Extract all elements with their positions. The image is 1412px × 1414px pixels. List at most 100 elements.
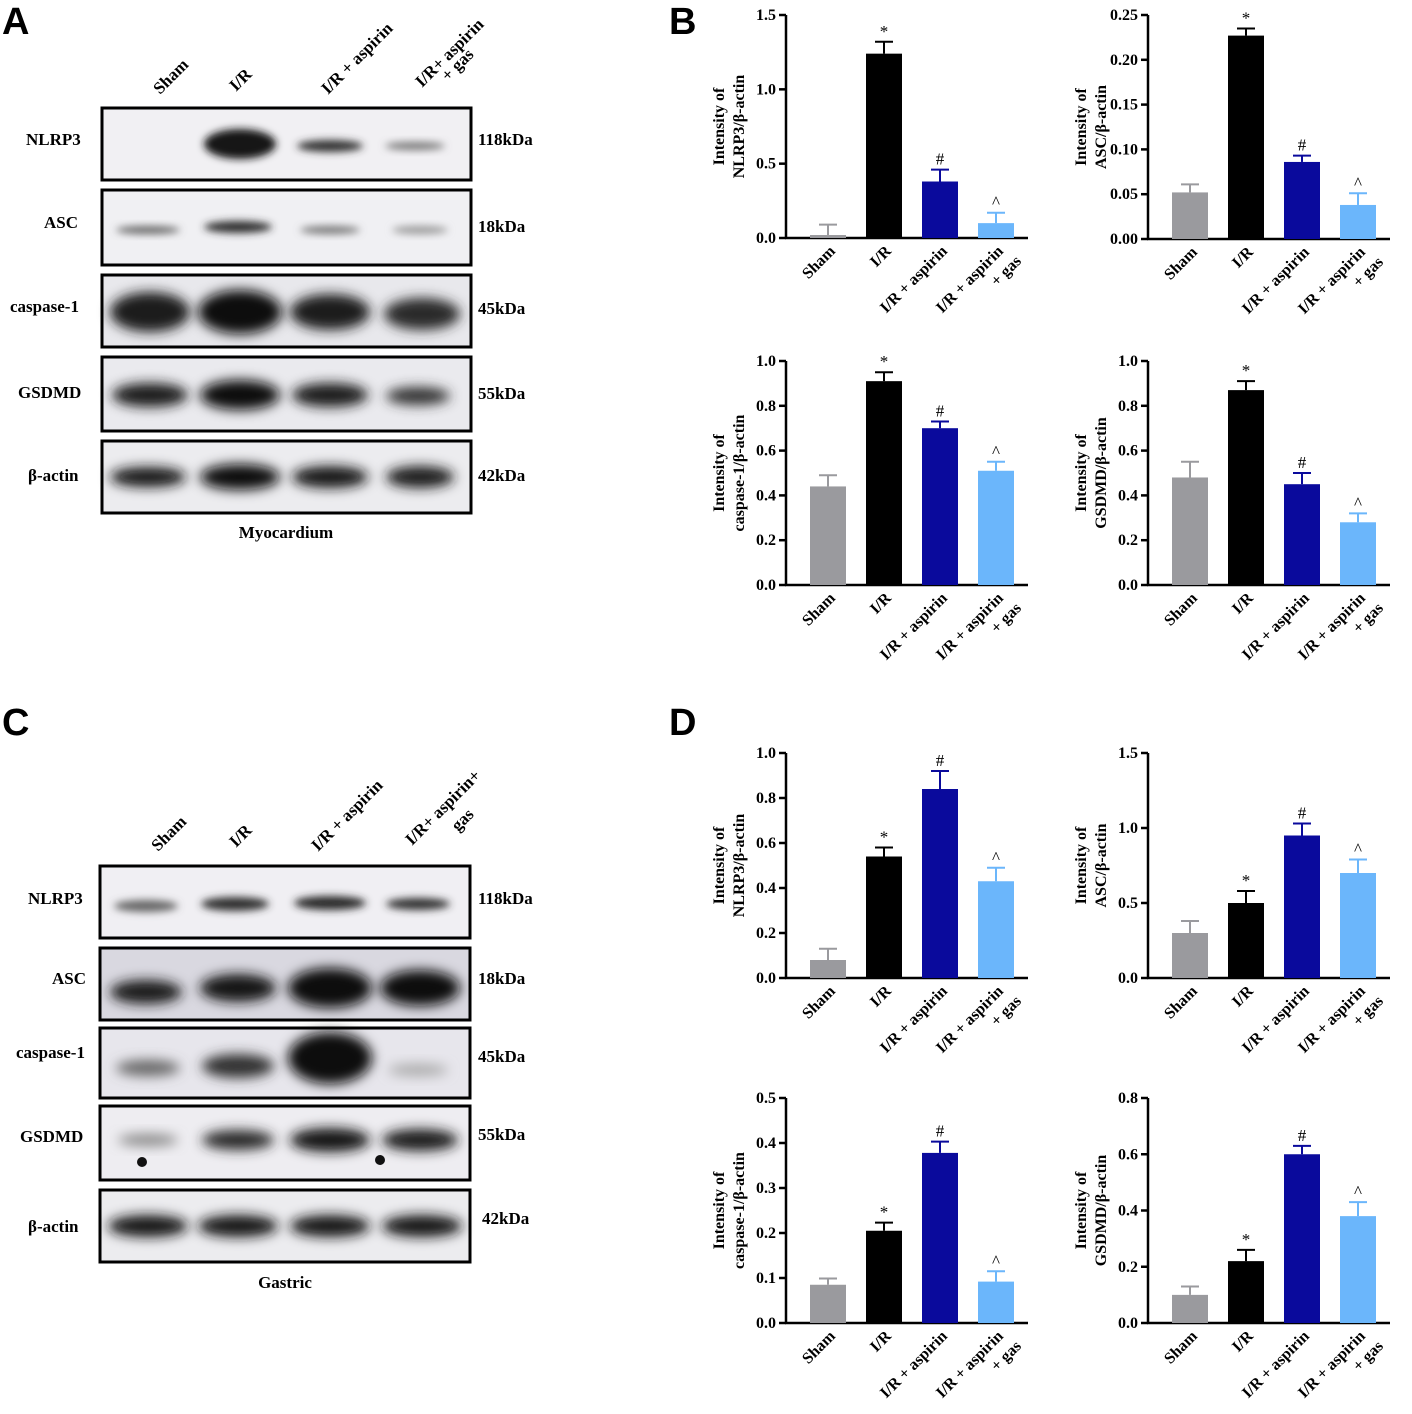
blot-kda-label: 18kDa bbox=[478, 969, 526, 988]
y-axis-label: GSDMD/β-actin bbox=[1093, 1155, 1110, 1267]
y-tick-label: 0.0 bbox=[756, 577, 776, 594]
lane-label-ir-aspirin-gas: I/R+ aspirin+ bbox=[401, 766, 484, 849]
blot-band bbox=[288, 1032, 372, 1084]
panel-letter-a: A bbox=[2, 1, 29, 43]
category-label: Sham bbox=[1161, 243, 1201, 283]
blot-row-label: β-actin bbox=[28, 1217, 79, 1236]
bar bbox=[1172, 192, 1208, 239]
y-axis-label: caspase-1/β-actin bbox=[731, 414, 748, 531]
y-tick-label: 0.4 bbox=[756, 1135, 776, 1152]
y-tick-label: 0.0 bbox=[1118, 970, 1138, 987]
y-axis-label: GSDMD/β-actin bbox=[1093, 417, 1110, 529]
blot-row-label: NLRP3 bbox=[28, 889, 83, 908]
significance-mark: # bbox=[1298, 453, 1307, 472]
y-tick-label: 0.0 bbox=[756, 1315, 776, 1332]
lane-label-ir: I/R bbox=[225, 64, 256, 95]
y-tick-label: 0.4 bbox=[756, 880, 776, 897]
bar bbox=[1340, 522, 1376, 585]
category-label: I/R bbox=[1229, 982, 1257, 1010]
bar bbox=[922, 428, 958, 585]
bar bbox=[1284, 484, 1320, 585]
y-tick-label: 0.6 bbox=[1118, 1146, 1138, 1163]
bar bbox=[978, 881, 1014, 978]
lane-label-ir-aspirin: I/R + aspirin bbox=[317, 18, 396, 97]
y-tick-label: 0.2 bbox=[756, 532, 776, 549]
significance-mark: ^ bbox=[992, 442, 1000, 461]
blot-row-label: GSDMD bbox=[18, 383, 81, 402]
blot-band bbox=[112, 383, 188, 407]
significance-mark: ^ bbox=[1354, 840, 1362, 859]
y-tick-label: 0.20 bbox=[1110, 52, 1138, 69]
significance-mark: ^ bbox=[992, 848, 1000, 867]
significance-mark: # bbox=[1298, 136, 1307, 155]
significance-mark: * bbox=[880, 828, 889, 847]
y-tick-label: 0.0 bbox=[756, 970, 776, 987]
significance-mark: * bbox=[1242, 361, 1251, 380]
category-label: I/R bbox=[1229, 243, 1257, 271]
y-tick-label: 0.0 bbox=[1118, 1315, 1138, 1332]
bar bbox=[1340, 1216, 1376, 1323]
bar bbox=[1172, 1294, 1208, 1323]
y-tick-label: 0.2 bbox=[1118, 1259, 1138, 1276]
y-axis-label: NLRP3/β-actin bbox=[731, 814, 748, 918]
y-tick-label: 0.05 bbox=[1110, 186, 1138, 203]
blot-row-label: caspase-1 bbox=[16, 1043, 85, 1062]
y-tick-label: 0.5 bbox=[756, 156, 776, 173]
significance-mark: # bbox=[936, 751, 945, 770]
blot-band bbox=[110, 467, 186, 487]
category-label: I/R bbox=[1229, 589, 1257, 617]
bar-chart-4: 0.0 0.2 0.4 0.6 0.8 1.0 Intensity of GSDMD/β-ac… bbox=[1073, 353, 1390, 664]
blot-band bbox=[386, 387, 450, 405]
bar-chart-3: 0.0 0.2 0.4 0.6 0.8 1.0 Intensity of caspase-1/… bbox=[711, 352, 1028, 664]
bar-chart-6: 0.0 0.5 1.0 1.5 Intensity of ASC/β-actin Sham *… bbox=[1073, 745, 1390, 1057]
bar bbox=[922, 181, 958, 238]
blot-band bbox=[290, 1128, 370, 1152]
y-axis-label: Intensity of bbox=[711, 433, 728, 511]
category-label: Sham bbox=[799, 1327, 839, 1367]
y-tick-label: 0.6 bbox=[1118, 443, 1138, 460]
blot-band bbox=[114, 900, 178, 912]
significance-mark: * bbox=[1242, 8, 1251, 27]
blot-band bbox=[382, 1215, 462, 1237]
y-axis-label: Intensity of bbox=[711, 87, 728, 165]
blot-band bbox=[385, 142, 445, 150]
blot-kda-label: 42kDa bbox=[478, 466, 526, 485]
blot-band bbox=[204, 129, 276, 159]
blot-row-label: GSDMD bbox=[20, 1127, 83, 1146]
blot-kda-label: 18kDa bbox=[478, 217, 526, 236]
category-label: I/R bbox=[1229, 1327, 1257, 1355]
blot-band bbox=[200, 974, 276, 1002]
blot-band bbox=[386, 466, 454, 488]
bar bbox=[1172, 933, 1208, 978]
y-axis-label: Intensity of bbox=[711, 826, 728, 904]
y-tick-label: 1.5 bbox=[756, 7, 776, 24]
bar bbox=[1284, 1154, 1320, 1323]
significance-mark: # bbox=[936, 401, 945, 420]
bar bbox=[866, 53, 902, 238]
bar bbox=[1340, 873, 1376, 978]
significance-mark: ^ bbox=[992, 1251, 1000, 1270]
category-label: Sham bbox=[799, 242, 839, 282]
y-tick-label: 1.0 bbox=[756, 81, 776, 98]
blot-band bbox=[297, 140, 363, 152]
category-label: Sham bbox=[1161, 982, 1201, 1022]
blot-band bbox=[198, 290, 282, 334]
blot-band bbox=[288, 968, 372, 1008]
significance-mark: * bbox=[880, 22, 889, 41]
y-tick-label: 0.25 bbox=[1110, 7, 1138, 24]
bar-chart-8: 0.0 0.2 0.4 0.6 0.8 Intensity of GSDMD/β-actin… bbox=[1073, 1090, 1390, 1402]
blot-band bbox=[290, 1215, 370, 1237]
blot-band bbox=[386, 898, 450, 910]
panel-letter-b: B bbox=[669, 1, 696, 43]
bar bbox=[1340, 204, 1376, 239]
blot-band bbox=[201, 897, 269, 911]
blot-row-label: ASC bbox=[52, 969, 86, 988]
bar bbox=[1228, 35, 1264, 239]
blot-tissue-label: Myocardium bbox=[239, 523, 333, 542]
y-axis-label: Intensity of bbox=[1073, 433, 1090, 511]
significance-mark: # bbox=[936, 1122, 945, 1141]
bar bbox=[810, 486, 846, 585]
category-label: I/R bbox=[867, 982, 895, 1010]
significance-mark: ^ bbox=[1354, 1182, 1362, 1201]
panel-letter-d: D bbox=[669, 702, 696, 744]
